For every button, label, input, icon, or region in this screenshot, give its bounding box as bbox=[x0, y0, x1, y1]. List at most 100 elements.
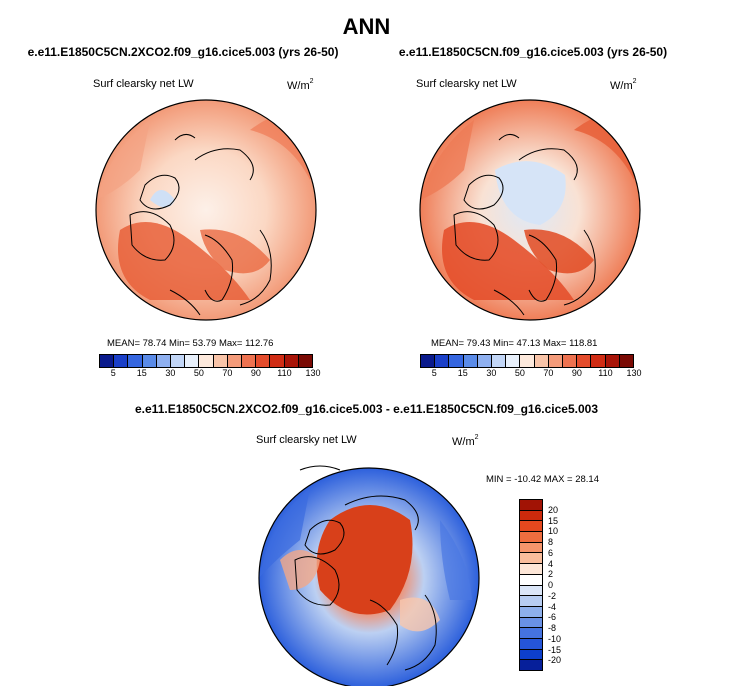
colorbar-swatch bbox=[520, 510, 542, 522]
colorbar-tick-label: -6 bbox=[548, 612, 557, 623]
diff-colorbar bbox=[519, 499, 543, 671]
panel2-case-title: e.e11.E1850C5CN.f09_g16.cice5.003 (yrs 2… bbox=[398, 45, 668, 59]
colorbar-swatch bbox=[520, 553, 542, 565]
colorbar-swatch bbox=[435, 355, 450, 367]
colorbar-swatch bbox=[199, 355, 214, 367]
colorbar-tick-label: 50 bbox=[193, 368, 204, 378]
panel1-field-label: Surf clearsky net LW bbox=[93, 78, 194, 90]
colorbar-swatch bbox=[256, 355, 271, 367]
colorbar-swatch bbox=[619, 355, 634, 367]
colorbar-swatch bbox=[520, 355, 535, 367]
colorbar-tick-label: 110 bbox=[598, 368, 613, 378]
colorbar-tick-label: 0 bbox=[548, 580, 554, 590]
colorbar-tick-label: 20 bbox=[548, 504, 559, 515]
panel2-field-label: Surf clearsky net LW bbox=[416, 78, 517, 90]
colorbar-swatch bbox=[421, 355, 436, 367]
map-diff bbox=[259, 468, 479, 686]
colorbar-swatch bbox=[548, 355, 564, 367]
colorbar-swatch bbox=[142, 355, 157, 367]
colorbar-swatch bbox=[270, 355, 285, 367]
colorbar-tick-label: 70 bbox=[543, 368, 554, 378]
panel1-stats: MEAN= 78.74 Min= 53.79 Max= 112.76 bbox=[107, 338, 274, 349]
colorbar-tick-label: 15 bbox=[136, 368, 147, 378]
colorbar-tick-label: 5 bbox=[431, 368, 437, 378]
map-panel2-boundary bbox=[419, 99, 641, 321]
colorbar-tick-label: 8 bbox=[548, 537, 554, 547]
colorbar-swatch bbox=[563, 355, 578, 367]
colorbar-swatch bbox=[506, 355, 521, 367]
colorbar-swatch bbox=[492, 355, 507, 367]
colorbar-swatch bbox=[171, 355, 186, 367]
panel2-stats: MEAN= 79.43 Min= 47.13 Max= 118.81 bbox=[431, 338, 598, 349]
map-panel1 bbox=[96, 100, 316, 320]
colorbar-tick-label: 15 bbox=[548, 515, 559, 526]
panel2-colorbar: 5 15 30 50 70 90 110 130 bbox=[420, 354, 642, 380]
colorbar-swatch bbox=[520, 564, 542, 575]
colorbar-tick-label: 70 bbox=[222, 368, 233, 378]
colorbar-swatch bbox=[577, 355, 592, 367]
colorbar-swatch bbox=[100, 355, 115, 367]
colorbar-tick-label: -15 bbox=[548, 644, 562, 655]
colorbar-swatch bbox=[520, 628, 542, 639]
colorbar-swatch bbox=[227, 355, 243, 367]
map-panel1-coastlines bbox=[129, 134, 272, 316]
colorbar-tick-label: 90 bbox=[571, 368, 582, 378]
colorbar-swatch bbox=[156, 355, 172, 367]
colorbar-swatch bbox=[463, 355, 478, 367]
colorbar-swatch bbox=[520, 574, 542, 586]
colorbar-tick-label: 30 bbox=[165, 368, 176, 378]
colorbar-tick-label: 130 bbox=[626, 368, 642, 378]
colorbar-swatch bbox=[520, 542, 542, 554]
colorbar-tick-label: -4 bbox=[548, 601, 557, 612]
colorbar-swatch bbox=[520, 638, 542, 650]
diff-case-title: e.e11.E1850C5CN.2XCO2.f09_g16.cice5.003 … bbox=[135, 402, 598, 416]
colorbar-swatch bbox=[605, 355, 620, 367]
colorbar-swatch bbox=[114, 355, 129, 367]
colorbar-swatch bbox=[534, 355, 549, 367]
panel1-case-title: e.e11.E1850C5CN.2XCO2.f09_g16.cice5.003 … bbox=[27, 45, 339, 59]
colorbar-tick-label: 2 bbox=[548, 569, 554, 580]
colorbar-swatch bbox=[520, 649, 542, 661]
panel1-colorbar: 5 15 30 50 70 90 110 130 bbox=[99, 354, 321, 380]
colorbar-swatch bbox=[284, 355, 299, 367]
colorbar-tick-label: 4 bbox=[548, 558, 554, 569]
panel1-units: W/m2 bbox=[287, 78, 314, 92]
colorbar-tick-label: 30 bbox=[486, 368, 497, 378]
map-panel2-coastlines bbox=[453, 134, 596, 316]
diff-stats: MIN = -10.42 MAX = 28.14 bbox=[486, 474, 600, 485]
colorbar-tick-label: -20 bbox=[548, 655, 562, 666]
colorbar-swatch bbox=[520, 532, 542, 543]
colorbar-tick-label: 130 bbox=[305, 368, 321, 378]
colorbar-swatch bbox=[520, 617, 542, 629]
colorbar-swatch bbox=[213, 355, 228, 367]
colorbar-tick-label: -10 bbox=[548, 633, 562, 644]
colorbar-swatch bbox=[520, 660, 542, 670]
colorbar-swatch bbox=[520, 585, 542, 597]
map-diff-coastlines bbox=[294, 465, 437, 671]
colorbar-swatch bbox=[185, 355, 200, 367]
diff-colorbar-ticks: 20 15 10 8 6 4 2 0 -2 -4 -6 -8 -10 -15 -20 bbox=[548, 499, 588, 671]
colorbar-swatch bbox=[591, 355, 606, 367]
map-diff-boundary bbox=[258, 467, 480, 686]
colorbar-swatch bbox=[242, 355, 257, 367]
colorbar-swatch bbox=[520, 606, 542, 618]
colorbar-swatch bbox=[520, 521, 542, 533]
colorbar-swatch bbox=[128, 355, 143, 367]
colorbar-tick-label: 110 bbox=[277, 368, 292, 378]
main-title: ANN bbox=[342, 14, 391, 39]
colorbar-tick-label: 90 bbox=[250, 368, 261, 378]
map-panel2 bbox=[420, 100, 640, 320]
colorbar-tick-label: 6 bbox=[548, 547, 554, 558]
colorbar-tick-label: 15 bbox=[457, 368, 468, 378]
colorbar-swatch bbox=[520, 500, 542, 511]
map-panel1-boundary bbox=[95, 99, 317, 321]
diff-units: W/m2 bbox=[452, 434, 479, 448]
colorbar-swatch bbox=[477, 355, 493, 367]
colorbar-swatch bbox=[520, 596, 542, 607]
colorbar-tick-label: 50 bbox=[514, 368, 525, 378]
colorbar-tick-label: -2 bbox=[548, 590, 557, 601]
panel2-units: W/m2 bbox=[610, 78, 637, 92]
colorbar-tick-label: 5 bbox=[110, 368, 116, 378]
colorbar-tick-label: -8 bbox=[548, 623, 557, 633]
